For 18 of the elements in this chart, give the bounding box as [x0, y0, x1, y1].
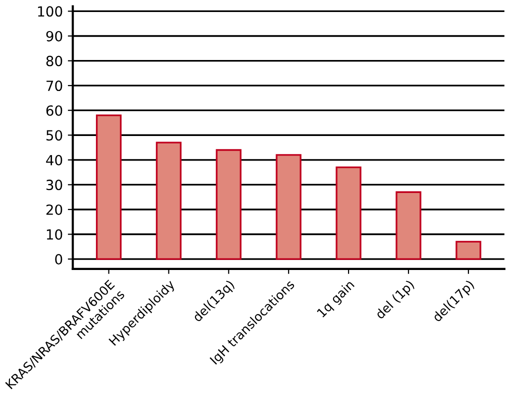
y-tick-label: 100 [38, 6, 62, 17]
y-tick-label: 60 [46, 105, 62, 116]
bar [336, 166, 362, 260]
bar [96, 114, 122, 260]
y-tick-label: 30 [46, 180, 62, 190]
y-tick-label: 50 [46, 130, 62, 141]
y-tick-label: 0 [55, 254, 62, 265]
bar [156, 142, 182, 260]
bar [276, 154, 302, 260]
y-tick-label: 20 [46, 204, 62, 215]
bar [456, 240, 482, 260]
y-tick-label: 90 [46, 30, 62, 42]
y-tick-label: 40 [46, 154, 62, 166]
bar [216, 149, 242, 260]
y-tick-label: 80 [46, 56, 62, 66]
bar [396, 191, 422, 260]
y-tick-label: 10 [46, 229, 62, 240]
y-tick-label: 70 [46, 80, 62, 92]
